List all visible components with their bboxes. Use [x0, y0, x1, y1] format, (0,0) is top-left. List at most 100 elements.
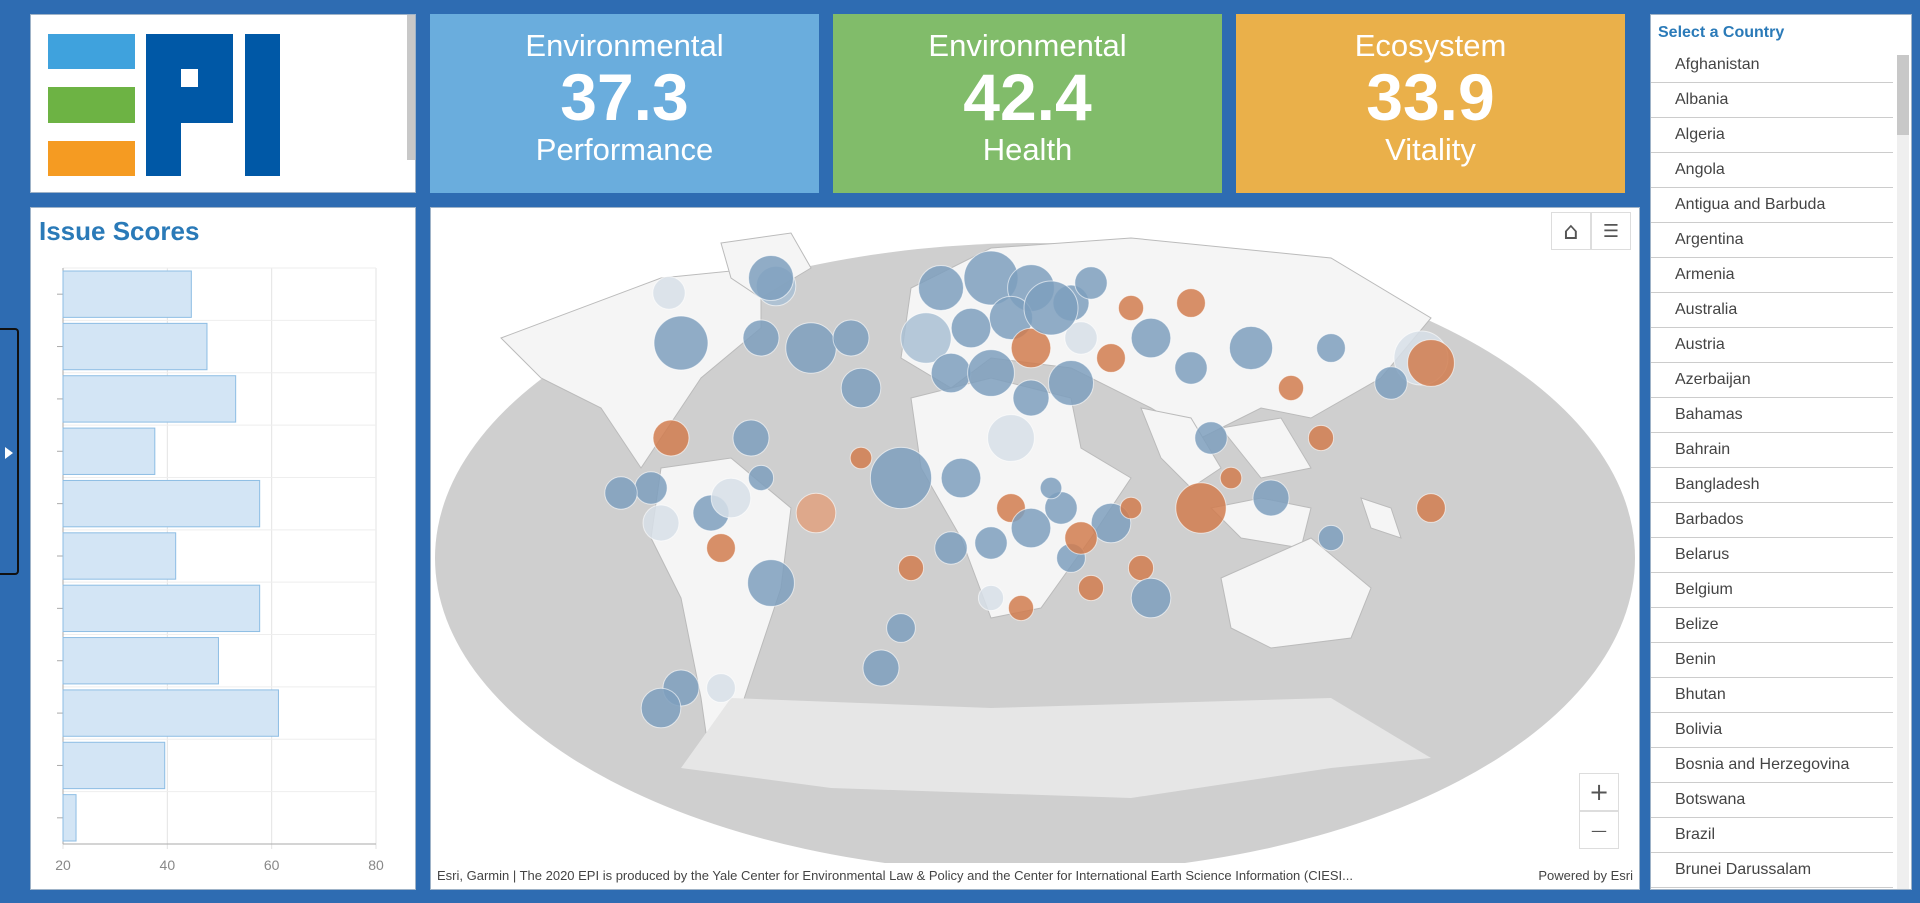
country-item[interactable]: Albania — [1651, 83, 1893, 118]
country-score-marker[interactable] — [1127, 554, 1155, 582]
country-item[interactable]: Bahrain — [1651, 433, 1893, 468]
country-item[interactable]: Austria — [1651, 328, 1893, 363]
country-score-marker[interactable] — [1039, 476, 1063, 500]
country-score-marker[interactable] — [950, 307, 992, 349]
country-item[interactable]: Botswana — [1651, 783, 1893, 818]
country-score-marker[interactable] — [1048, 360, 1094, 406]
country-score-marker[interactable] — [795, 492, 837, 534]
country-score-marker[interactable] — [1064, 521, 1098, 555]
legend-button[interactable]: ☰ — [1591, 212, 1631, 250]
country-score-marker[interactable] — [1130, 317, 1172, 359]
country-score-marker[interactable] — [706, 673, 736, 703]
country-score-marker[interactable] — [849, 446, 873, 470]
bar[interactable] — [62, 741, 166, 790]
country-score-marker[interactable] — [1317, 524, 1345, 552]
country-item[interactable]: Belgium — [1651, 573, 1893, 608]
country-score-marker[interactable] — [652, 276, 686, 310]
bar[interactable] — [62, 689, 279, 737]
country-item[interactable]: Australia — [1651, 293, 1893, 328]
scrollbar[interactable] — [1897, 55, 1909, 889]
bar[interactable] — [62, 375, 237, 423]
country-score-marker[interactable] — [930, 352, 972, 394]
map-view[interactable]: ⌂ ☰ + — Esri, Garmin | The 2020 EPI is p… — [430, 207, 1640, 890]
country-item[interactable]: Bhutan — [1651, 678, 1893, 713]
country-score-marker[interactable] — [747, 559, 795, 607]
country-score-marker[interactable] — [1007, 594, 1035, 622]
country-item[interactable]: Armenia — [1651, 258, 1893, 293]
country-score-marker[interactable] — [1023, 280, 1079, 336]
bar[interactable] — [62, 479, 261, 528]
country-score-marker[interactable] — [710, 477, 752, 519]
country-score-marker[interactable] — [1090, 502, 1132, 544]
country-score-marker[interactable] — [862, 649, 900, 687]
country-score-marker[interactable] — [940, 457, 982, 499]
country-item[interactable]: Brunei Darussalam — [1651, 853, 1893, 888]
bar[interactable] — [62, 322, 208, 371]
country-score-marker[interactable] — [886, 613, 916, 643]
country-item[interactable]: Benin — [1651, 643, 1893, 678]
country-score-marker[interactable] — [747, 464, 775, 492]
country-score-marker[interactable] — [1010, 507, 1052, 549]
scrollbar[interactable] — [407, 15, 415, 160]
bar[interactable] — [62, 427, 156, 475]
country-score-marker[interactable] — [1119, 496, 1143, 520]
country-score-marker[interactable] — [742, 319, 780, 357]
country-score-marker[interactable] — [840, 367, 882, 409]
country-score-marker[interactable] — [653, 315, 709, 371]
country-score-marker[interactable] — [1012, 379, 1050, 417]
country-item[interactable]: Bolivia — [1651, 713, 1893, 748]
country-score-marker[interactable] — [1407, 339, 1455, 387]
country-score-marker[interactable] — [1176, 288, 1206, 318]
bar[interactable] — [62, 794, 77, 842]
country-score-marker[interactable] — [748, 255, 794, 301]
country-score-marker[interactable] — [642, 504, 680, 542]
country-score-marker[interactable] — [1130, 577, 1172, 619]
country-score-marker[interactable] — [1175, 482, 1227, 534]
country-score-marker[interactable] — [967, 349, 1015, 397]
country-score-marker[interactable] — [1277, 374, 1305, 402]
country-score-marker[interactable] — [987, 414, 1035, 462]
country-score-marker[interactable] — [1010, 327, 1052, 369]
country-item[interactable]: Algeria — [1651, 118, 1893, 153]
country-score-marker[interactable] — [1228, 325, 1274, 371]
country-score-marker[interactable] — [640, 687, 682, 729]
country-score-marker[interactable] — [1117, 294, 1145, 322]
bar[interactable] — [62, 532, 177, 580]
world-map[interactable] — [431, 208, 1639, 863]
bar[interactable] — [62, 637, 219, 685]
country-item[interactable]: Bosnia and Herzegovina — [1651, 748, 1893, 783]
zoom-out-button[interactable]: — — [1579, 811, 1619, 849]
country-item[interactable]: Belarus — [1651, 538, 1893, 573]
country-score-marker[interactable] — [918, 265, 964, 311]
country-score-marker[interactable] — [900, 312, 952, 364]
country-score-marker[interactable] — [1096, 343, 1126, 373]
country-score-marker[interactable] — [1252, 479, 1290, 517]
country-item[interactable]: Barbados — [1651, 503, 1893, 538]
country-item[interactable]: Bangladesh — [1651, 468, 1893, 503]
country-score-marker[interactable] — [634, 471, 668, 505]
country-item[interactable]: Belize — [1651, 608, 1893, 643]
country-score-marker[interactable] — [1416, 493, 1446, 523]
country-score-marker[interactable] — [869, 446, 933, 510]
country-item[interactable]: Antigua and Barbuda — [1651, 188, 1893, 223]
country-score-marker[interactable] — [1174, 351, 1208, 385]
country-score-marker[interactable] — [977, 584, 1005, 612]
country-score-marker[interactable] — [1064, 321, 1098, 355]
bar[interactable] — [62, 270, 192, 318]
country-score-marker[interactable] — [604, 476, 638, 510]
country-item[interactable]: Brazil — [1651, 818, 1893, 853]
country-score-marker[interactable] — [652, 419, 690, 457]
side-panel-toggle[interactable] — [0, 328, 19, 575]
country-score-marker[interactable] — [934, 531, 968, 565]
country-score-marker[interactable] — [1074, 266, 1108, 300]
country-score-marker[interactable] — [832, 319, 870, 357]
country-score-marker[interactable] — [1316, 333, 1346, 363]
powered-by-esri[interactable]: Powered by Esri — [1538, 868, 1633, 883]
country-score-marker[interactable] — [732, 419, 770, 457]
home-button[interactable]: ⌂ — [1551, 212, 1591, 250]
country-score-marker[interactable] — [1077, 574, 1105, 602]
country-score-marker[interactable] — [974, 526, 1008, 560]
country-score-marker[interactable] — [706, 533, 736, 563]
country-item[interactable]: Bahamas — [1651, 398, 1893, 433]
bar[interactable] — [62, 584, 261, 633]
